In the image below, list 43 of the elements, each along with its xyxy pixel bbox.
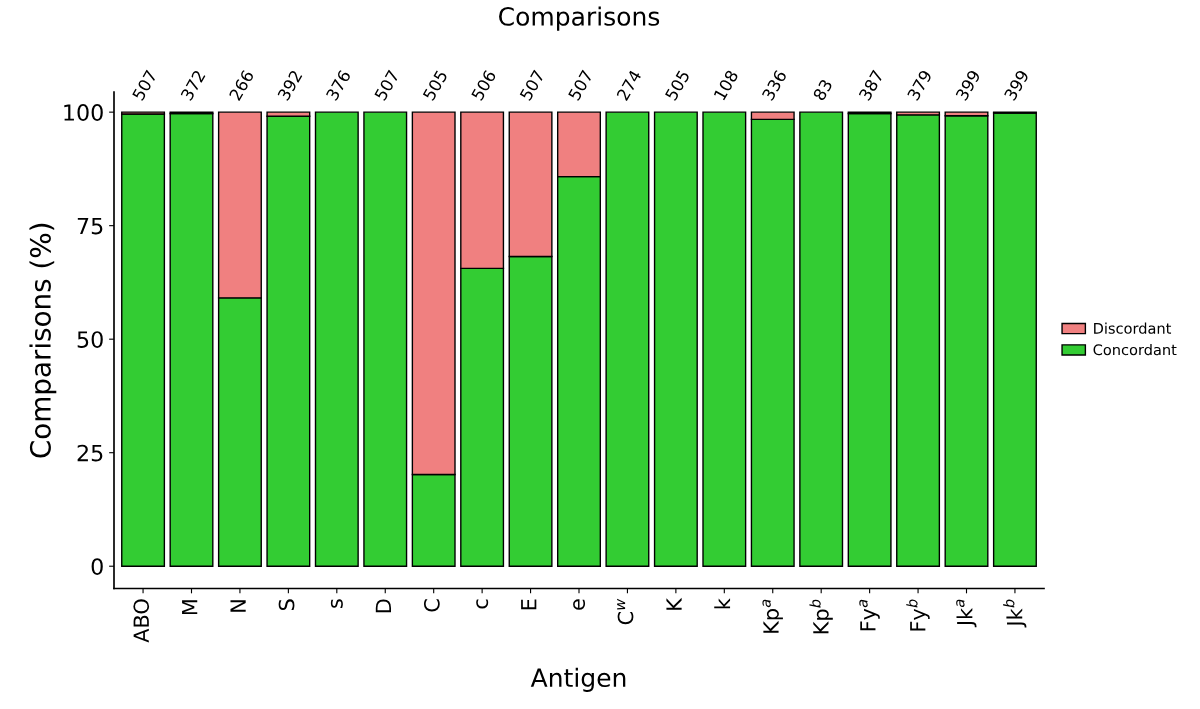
x-tick-label: Fy$^{b}$: [906, 599, 930, 631]
bar: [944, 115, 989, 567]
x-tick-label: C$^{w}$: [617, 598, 634, 625]
x-tick-label: Kp$^{a}$: [762, 599, 783, 633]
bar: [653, 111, 698, 567]
x-tick-label: N: [230, 600, 246, 612]
bar: [992, 112, 1037, 567]
x-axis-title: Antigen: [530, 667, 626, 692]
x-tick-label: K: [666, 597, 682, 610]
x-tick-label: s: [330, 599, 343, 608]
x-tick-label: D: [375, 599, 391, 613]
bar: [799, 111, 844, 567]
x-tick-label: Jk$^{b}$: [1003, 599, 1027, 628]
x-tick-label: E: [521, 599, 537, 610]
x-tick-label: Kp$^{b}$: [809, 599, 833, 634]
x-tick-label: ABO: [133, 599, 150, 643]
bar: [896, 114, 941, 567]
annotation: 83: [812, 78, 833, 102]
y-tick-label: 50: [77, 331, 103, 348]
y-tick-label: 100: [64, 104, 103, 121]
bar: [702, 111, 747, 567]
x-tick-label: k: [714, 598, 731, 609]
y-tick-label: 25: [77, 444, 103, 462]
bar: [314, 111, 359, 567]
bar: [605, 111, 650, 567]
bar: [363, 111, 408, 567]
bar: [266, 115, 311, 567]
legend-label: Discordant: [1094, 322, 1172, 334]
x-tick-label: S: [278, 599, 295, 611]
chart-title: Comparisons: [499, 6, 660, 31]
x-tick-label: e: [573, 599, 586, 610]
x-tick-label: Jk$^{a}$: [956, 599, 977, 628]
x-tick-label: C: [423, 599, 440, 612]
legend-label: Concordant: [1093, 343, 1177, 356]
x-tick-label: c: [476, 599, 489, 609]
bar: [121, 113, 166, 567]
bar: [169, 112, 214, 567]
x-tick-label: M: [182, 600, 198, 615]
y-axis-title: Comparisons (%): [29, 223, 57, 458]
y-tick-label: 0: [91, 558, 103, 575]
bar: [847, 112, 892, 567]
x-tick-label: Fy$^{a}$: [859, 599, 880, 631]
y-tick-label: 75: [77, 217, 103, 235]
